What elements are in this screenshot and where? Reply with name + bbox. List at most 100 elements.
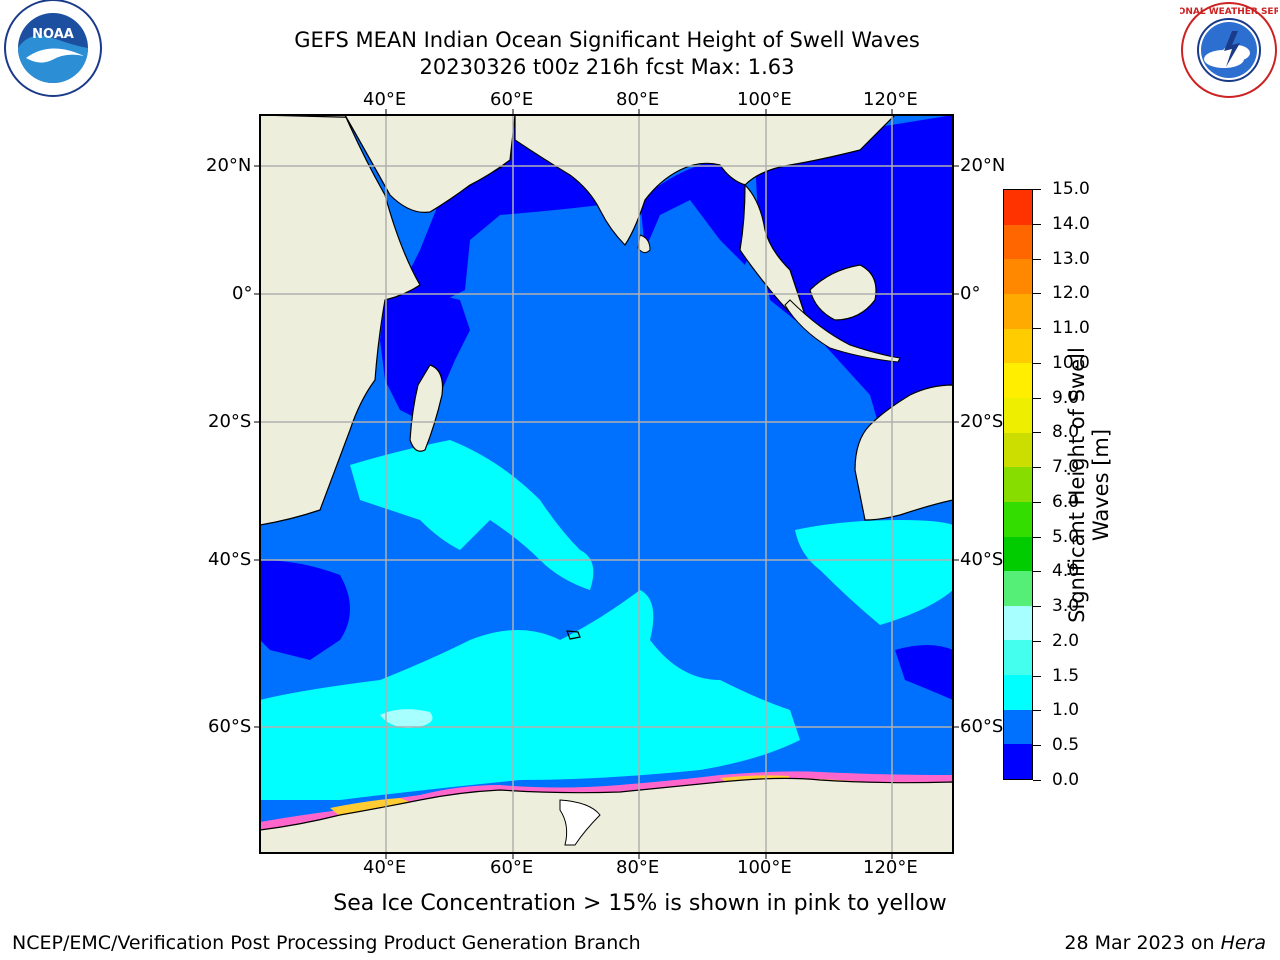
map-tickmarks xyxy=(254,109,959,859)
low-swell-east-africa xyxy=(380,292,470,420)
lon-label-bottom: 40°E xyxy=(363,857,407,878)
low-swell-se-patch xyxy=(895,645,953,700)
low-swell-sw-basin xyxy=(260,560,350,660)
colorbar-tick-label: 0.5 xyxy=(1052,735,1080,756)
land-arabia xyxy=(344,115,516,213)
colorbar-tick xyxy=(1033,293,1041,295)
kerguelen-island xyxy=(566,630,581,640)
map-subtitle: 20230326 t00z 216h fcst Max: 1.63 xyxy=(419,55,795,79)
colorbar-tick-label: 4.0 xyxy=(1052,561,1080,582)
lon-label-top: 60°E xyxy=(490,89,534,110)
colorbar-segment xyxy=(1004,675,1032,710)
colorbar-segment xyxy=(1004,571,1032,606)
colorbar-segment xyxy=(1004,397,1032,433)
nws-logo: NATIONAL WEATHER SERVICE xyxy=(1180,2,1278,98)
colorbar-segment xyxy=(1004,501,1032,537)
colorbar-segment xyxy=(1004,536,1032,572)
colorbar-tick-label: 0.0 xyxy=(1052,770,1080,790)
colorbar-tick-label: 6.0 xyxy=(1052,491,1080,512)
colorbar-tick-label: 1.0 xyxy=(1052,700,1080,721)
lon-label-top: 100°E xyxy=(737,89,792,110)
colorbar-tick-label: 7.0 xyxy=(1052,457,1080,478)
colorbar-tick xyxy=(1033,780,1041,781)
higher-swell-light-patch xyxy=(380,709,433,728)
colorbar-tick xyxy=(1033,710,1041,712)
colorbar-segment xyxy=(1004,190,1032,225)
colorbar-tick-label: 12.0 xyxy=(1052,283,1090,304)
colorbar-tick xyxy=(1033,606,1041,608)
colorbar-tick xyxy=(1033,258,1041,260)
lat-label-left: 40°S xyxy=(208,549,252,570)
colorbar-tick xyxy=(1033,745,1041,747)
colorbar-tick-label: 1.5 xyxy=(1052,665,1080,686)
colorbar-segment xyxy=(1004,744,1032,779)
higher-swell-east xyxy=(795,520,953,625)
colorbar-segment xyxy=(1004,363,1032,398)
lon-label-bottom: 60°E xyxy=(490,857,534,878)
colorbar-segment xyxy=(1004,605,1032,641)
colorbar-tick xyxy=(1033,328,1041,330)
credit-date: 28 Mar 2023 on xyxy=(1064,932,1221,954)
map-title: GEFS MEAN Indian Ocean Significant Heigh… xyxy=(294,28,920,52)
low-swell-bay-of-bengal xyxy=(640,150,755,265)
land-sumatra-java xyxy=(784,299,901,363)
nws-ring-text: NATIONAL WEATHER SERVICE xyxy=(1180,7,1278,17)
colorbar xyxy=(1003,189,1033,780)
colorbar-tick-label: 5.0 xyxy=(1052,526,1080,547)
noaa-logo-label: NOAA xyxy=(32,27,74,42)
ice-shelf-white xyxy=(559,799,601,846)
lat-label-left: 20°S xyxy=(208,411,252,432)
colorbar-tick-label: 15.0 xyxy=(1052,179,1090,199)
lon-label-top: 120°E xyxy=(863,89,918,110)
colorbar-segment xyxy=(1004,432,1032,468)
land-sri-lanka xyxy=(637,234,651,254)
lat-label-right: 20°N xyxy=(960,155,1006,176)
lon-label-bottom: 120°E xyxy=(863,857,918,878)
lat-label-right: 20°S xyxy=(960,411,1004,432)
colorbar-tick xyxy=(1033,571,1041,573)
lon-label-top: 40°E xyxy=(363,89,407,110)
colorbar-segment xyxy=(1004,328,1032,364)
colorbar-tick-label: 11.0 xyxy=(1052,318,1090,339)
colorbar-tick xyxy=(1033,432,1041,434)
land-australia xyxy=(854,384,953,521)
colorbar-segment xyxy=(1004,294,1032,329)
colorbar-segment xyxy=(1004,709,1032,745)
lat-label-right: 60°S xyxy=(960,716,1004,737)
colorbar-tick xyxy=(1033,675,1041,677)
land-borneo xyxy=(809,264,877,321)
credit-left: NCEP/EMC/Verification Post Processing Pr… xyxy=(12,932,641,954)
map-frame xyxy=(259,114,954,854)
colorbar-tick-label: 13.0 xyxy=(1052,248,1090,269)
colorbar-tick xyxy=(1033,397,1041,399)
gridlines xyxy=(260,115,953,853)
colorbar-title: Significant Height of Swell Waves [m] xyxy=(1065,347,1113,623)
colorbar-segment xyxy=(1004,224,1032,260)
higher-swell-south-band xyxy=(260,590,800,800)
colorbar-tick xyxy=(1033,501,1041,503)
colorbar-tick-label: 2.0 xyxy=(1052,630,1080,651)
lat-label-left: 0° xyxy=(232,283,253,304)
colorbar-segment xyxy=(1004,640,1032,676)
land-antarctica xyxy=(260,777,953,853)
land-madagascar xyxy=(409,364,444,452)
lon-label-top: 80°E xyxy=(616,89,660,110)
colorbar-tick xyxy=(1033,362,1041,364)
colorbar-tick-label: 3.0 xyxy=(1052,596,1080,617)
colorbar-tick xyxy=(1033,189,1041,190)
lon-label-bottom: 80°E xyxy=(616,857,660,878)
credit-machine: Hera xyxy=(1220,932,1266,954)
higher-swell-mid-band xyxy=(350,440,594,590)
credit-right: 28 Mar 2023 on Hera xyxy=(1064,932,1266,954)
lat-label-left: 20°N xyxy=(206,155,252,176)
lon-label-bottom: 100°E xyxy=(737,857,792,878)
colorbar-tick-label: 14.0 xyxy=(1052,213,1090,234)
lat-label-left: 60°S xyxy=(208,716,252,737)
colorbar-tick xyxy=(1033,640,1041,642)
land-india-asia xyxy=(514,115,896,246)
noaa-logo: NOAA xyxy=(4,0,102,97)
colorbar-tick-label: 10.0 xyxy=(1052,352,1090,373)
lat-label-right: 0° xyxy=(960,283,981,304)
colorbar-tick-label: 9.0 xyxy=(1052,387,1080,408)
